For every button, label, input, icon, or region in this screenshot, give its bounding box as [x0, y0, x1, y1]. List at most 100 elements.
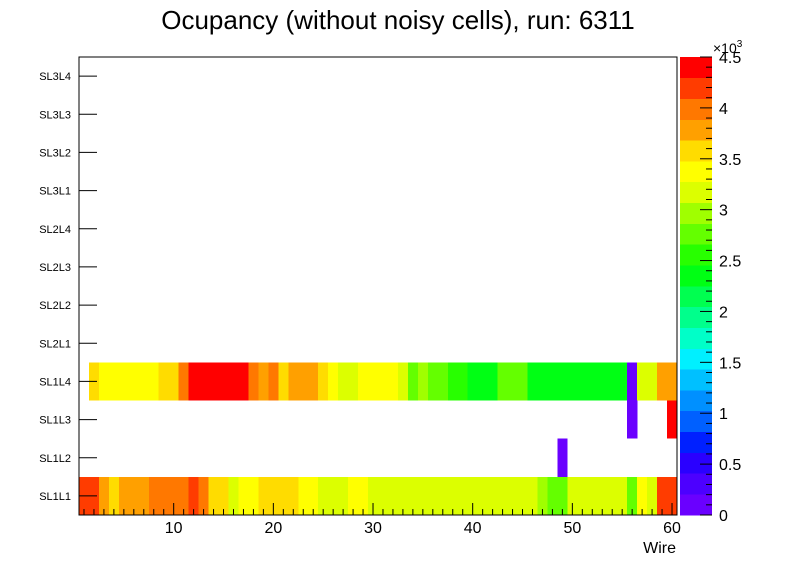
heatmap-cell	[667, 476, 678, 515]
heatmap-cell	[577, 362, 588, 401]
heatmap-cell	[437, 362, 449, 401]
heatmap-cell	[98, 362, 110, 401]
heatmap-cell	[467, 476, 478, 515]
heatmap-cell	[118, 476, 130, 515]
color-band	[680, 202, 712, 224]
heatmap-cell	[617, 476, 628, 515]
heatmap-cell	[318, 476, 329, 515]
y-tick-label: SL1L1	[39, 491, 71, 503]
plot-frame	[78, 56, 678, 516]
color-band	[680, 57, 712, 79]
heatmap-cell	[198, 362, 209, 401]
heatmap-cell	[507, 476, 518, 515]
heatmap-cell	[627, 476, 638, 515]
x-tick-label: 50	[563, 520, 581, 537]
heatmap-cell	[457, 362, 468, 401]
heatmap-cell	[637, 476, 648, 515]
heatmap-cell	[457, 476, 468, 515]
heatmap-cell	[308, 362, 319, 401]
heatmap-cell	[647, 362, 658, 401]
color-band	[680, 77, 712, 99]
z-tick-label: 4	[719, 101, 728, 118]
heatmap-cell	[278, 476, 289, 515]
heatmap-cell	[657, 476, 668, 515]
heatmap-cell	[417, 362, 429, 401]
y-tick-label: SL3L4	[39, 71, 71, 83]
y-tick-label: SL2L1	[39, 338, 71, 350]
heatmap-cell	[447, 362, 459, 401]
heatmap-cell	[198, 476, 209, 515]
heatmap-cell	[537, 362, 548, 401]
heatmap-cell	[647, 476, 658, 515]
heatmap-cell	[397, 362, 409, 401]
x-tick-label: 30	[364, 520, 382, 537]
heatmap-cell	[158, 362, 169, 401]
heatmap-cell	[368, 476, 379, 515]
heatmap-cell	[467, 362, 478, 401]
heatmap-cell	[517, 362, 528, 401]
heatmap-cell	[188, 362, 199, 401]
heatmap-cell	[407, 476, 419, 515]
color-band	[680, 244, 712, 266]
y-axis: SL1L1 SL1L2 SL1L3 SL1L4 SL2L1 SL2L2 SL2L3 SL2L4…	[39, 71, 97, 503]
heatmap-cell	[208, 362, 219, 401]
color-band	[680, 306, 712, 328]
heatmap-cell	[547, 476, 558, 515]
heatmap-cell	[427, 362, 439, 401]
heatmap-cell	[298, 476, 309, 515]
heatmap-cell	[228, 476, 239, 515]
heatmap-cell	[378, 476, 389, 515]
heatmap-cell	[597, 362, 608, 401]
color-scale: 0 0.5 1 1.5 2 2.5 3 3.5 4 4.5	[680, 50, 741, 525]
x-tick-label: 40	[464, 520, 482, 537]
y-tick-label: SL3L2	[39, 147, 71, 159]
heatmap-cell	[208, 476, 219, 515]
color-band	[680, 223, 712, 245]
heatmap-cell	[567, 476, 578, 515]
heatmap-cell	[667, 400, 678, 439]
z-tick-label: 2.5	[719, 254, 741, 271]
z-tick-label: 1.5	[719, 355, 741, 372]
heatmap-cell	[607, 362, 618, 401]
heatmap-cell	[268, 362, 279, 401]
color-band	[680, 369, 712, 391]
heatmap-cell	[527, 362, 538, 401]
heatmap-cell	[128, 362, 140, 401]
heatmap-cell	[537, 476, 548, 515]
heatmap-cell	[477, 476, 488, 515]
heatmap-cell	[547, 362, 558, 401]
x-tick-label: 20	[264, 520, 282, 537]
color-band	[680, 348, 712, 370]
heatmap-cell	[308, 476, 319, 515]
y-tick-label: SL1L3	[39, 415, 71, 427]
heatmap-cell	[587, 362, 598, 401]
y-tick-label: SL2L2	[39, 300, 71, 312]
z-exponent-power: 3	[737, 39, 743, 50]
heatmap-cell	[288, 476, 299, 515]
heatmap-cell	[627, 400, 638, 439]
heatmap-cell	[557, 438, 568, 477]
x-tick-label: 10	[165, 520, 183, 537]
heatmap-cell	[148, 476, 160, 515]
heatmap-cell	[168, 476, 179, 515]
y-tick-label: SL2L4	[39, 224, 71, 236]
color-band	[680, 410, 712, 433]
heatmap-cells	[79, 362, 678, 515]
heatmap-cell	[387, 476, 399, 515]
y-tick-label: SL3L3	[39, 109, 71, 121]
heatmap-cell	[158, 476, 169, 515]
y-tick-label: SL1L2	[39, 453, 71, 465]
color-band	[680, 473, 712, 495]
z-tick-label: 3.5	[719, 152, 741, 169]
heatmap-cell	[527, 476, 538, 515]
heatmap-cell	[328, 476, 339, 515]
heatmap-cell	[597, 476, 608, 515]
heatmap-cell	[268, 476, 279, 515]
heatmap-cell	[278, 362, 289, 401]
heatmap-cell	[397, 476, 409, 515]
heatmap-cell	[248, 476, 259, 515]
heatmap-cell	[148, 362, 160, 401]
heatmap-cell	[138, 476, 150, 515]
